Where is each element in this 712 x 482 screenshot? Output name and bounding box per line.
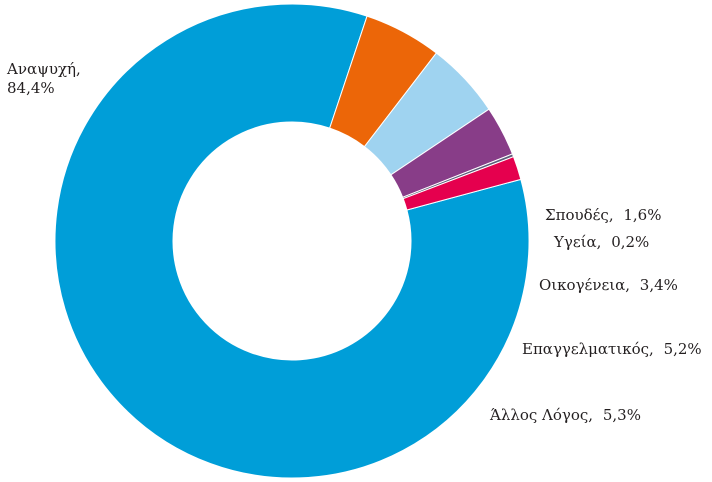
- slice-label-epaggelmatikos-value: 5,2%: [664, 340, 702, 358]
- slice-label-spoudes-value: 1,6%: [623, 206, 661, 224]
- slice-1: [54, 3, 530, 479]
- slice-label-oikogeneia-value: 3,4%: [640, 276, 678, 294]
- slice-label-spoudes: Σπουδές, 1,6%: [545, 206, 661, 224]
- slice-label-allos-logos-name: Άλλος Λόγος,: [489, 406, 593, 424]
- slice-label-epaggelmatikos: Επαγγελματικός, 5,2%: [522, 340, 702, 358]
- slice-label-oikogeneia: Οικογένεια, 3,4%: [539, 276, 678, 294]
- slice-label-epaggelmatikos-name: Επαγγελματικός,: [522, 340, 654, 358]
- slice-6: [402, 156, 522, 211]
- slice-label-anapsychi-name: Αναψυχή,: [6, 60, 81, 78]
- slice-label-allos-logos-value: 5,3%: [603, 406, 641, 424]
- slice-label-allos-logos: Άλλος Λόγος, 5,3%: [489, 406, 641, 424]
- slice-label-oikogeneia-name: Οικογένεια,: [539, 276, 630, 294]
- slice-label-ygeia-name: Υγεία,: [553, 233, 601, 251]
- donut-slices: [54, 3, 530, 479]
- slice-label-anapsychi: Αναψυχή, 84,4%: [6, 60, 86, 97]
- slice-label-ygeia: Υγεία, 0,2%: [553, 233, 649, 251]
- slice-label-spoudes-name: Σπουδές,: [545, 206, 614, 224]
- slice-label-ygeia-value: 0,2%: [611, 233, 649, 251]
- slice-label-anapsychi-value: 84,4%: [7, 79, 55, 97]
